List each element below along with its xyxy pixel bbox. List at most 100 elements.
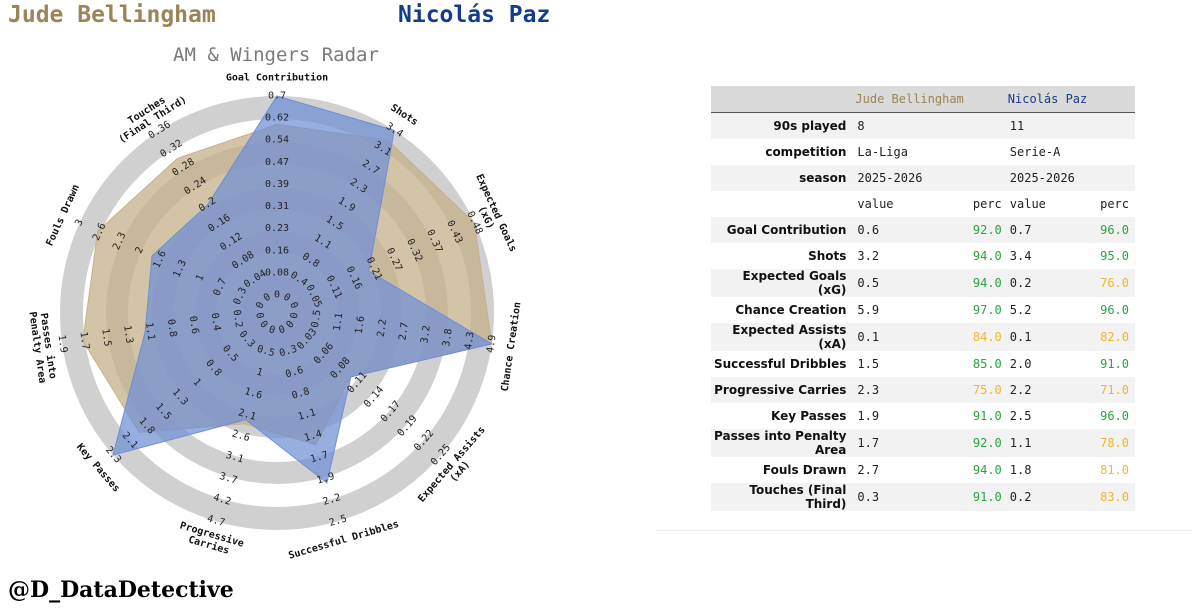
radar-tick-label: 0.62 (265, 113, 289, 124)
player1-percentile: 94.0 (938, 243, 1008, 269)
player2-percentile: 96.0 (1089, 403, 1135, 429)
radar-tick-label: 0.4 (209, 312, 222, 331)
stat-row: Fouls Drawn 2.7 94.0 1.8 81.0 (711, 457, 1135, 483)
stat-row: Expected Assists (xA) 0.1 84.0 0.1 82.0 (711, 323, 1135, 351)
player2-info: 11 (1007, 112, 1135, 139)
player1-value: 1.7 (855, 429, 939, 457)
player2-value: 0.2 (1007, 269, 1090, 297)
player1-percentile: 97.0 (938, 297, 1008, 323)
player1-value: 5.9 (855, 297, 939, 323)
radar-tick-label: 4.2 (212, 492, 232, 508)
radar-tick-label: 0 (284, 319, 296, 331)
radar-tick-label: 0.6 (284, 365, 304, 381)
table-body: 90s played 8 11 competition La-Liga Serie-A se… (711, 112, 1135, 511)
radar-series-2 (112, 95, 494, 484)
radar-tick-label: 0 (262, 292, 273, 305)
radar-tick-label: 0.31 (265, 201, 289, 212)
stat-label: Key Passes (711, 403, 856, 429)
stat-label: Expected Assists (xA) (711, 323, 856, 351)
player1-value: 3.2 (855, 243, 939, 269)
radar-tick-label: 1.5 (99, 328, 112, 347)
row-label: competition (711, 139, 856, 165)
radar-tick-label: 1.7 (77, 331, 90, 350)
player2-value: 5.2 (1007, 297, 1090, 323)
row-label: 90s played (711, 112, 856, 139)
player1-value: 0.1 (855, 323, 939, 351)
radar-tick-label: 2.7 (397, 322, 410, 341)
radar-tick-label: 0 (289, 312, 301, 320)
footer-credit: @D_DataDetective (8, 577, 234, 603)
stat-row: Shots 3.2 94.0 3.4 95.0 (711, 243, 1135, 269)
player2-percentile: 83.0 (1089, 483, 1135, 511)
player1-percentile: 91.0 (938, 483, 1008, 511)
radar-tick-label: 2.6 (231, 428, 251, 444)
stat-row: Key Passes 1.9 91.0 2.5 96.0 (711, 403, 1135, 429)
stat-label: Successful Dribbles (711, 351, 856, 377)
player1-info: La-Liga (855, 139, 1008, 165)
player2-name: Nicolás Paz (398, 2, 551, 28)
subheader-row: value perc value perc (711, 191, 1135, 217)
radar-tick-label: 1 (255, 367, 264, 379)
player2-info: 2025-2026 (1007, 165, 1135, 191)
radar-title: AM & Wingers Radar (173, 44, 379, 66)
player1-percentile: 94.0 (938, 457, 1008, 483)
player2-value: 2.0 (1007, 351, 1090, 377)
table-header-empty (711, 86, 856, 113)
player2-percentile: 78.0 (1089, 429, 1135, 457)
subheader-value-1: value (855, 191, 939, 217)
radar-tick-label: 3.1 (224, 450, 244, 466)
info-row: season 2025-2026 2025-2026 (711, 165, 1135, 191)
stat-label: Shots (711, 243, 856, 269)
radar-tick-label: 3.2 (419, 325, 432, 344)
radar-tick-label: 0 (267, 324, 276, 336)
radar-tick-label: 2.2 (322, 492, 342, 508)
table-header-player2: Nicolás Paz (1007, 86, 1135, 113)
player2-percentile: 76.0 (1089, 269, 1135, 297)
radar-chart: 00.080.160.230.310.390.470.540.620.700.4… (26, 72, 523, 562)
player2-percentile: 81.0 (1089, 457, 1135, 483)
player2-value: 2.2 (1007, 377, 1090, 403)
radar-tick-label: 0 (257, 319, 269, 331)
radar-tick-label: 0 (287, 300, 300, 310)
radar-tick-label: 1.3 (121, 325, 134, 344)
radar-tick-label: 4.7 (206, 513, 226, 529)
player1-value: 1.5 (855, 351, 939, 377)
radar-tick-label: 0.7 (268, 91, 286, 102)
radar-tick-label: 1.1 (297, 407, 317, 423)
player1-name: Jude Bellingham (8, 2, 216, 28)
radar-tick-label: 0.2 (231, 309, 244, 328)
player1-percentile: 75.0 (938, 377, 1008, 403)
subheader-empty (711, 191, 856, 217)
stat-label: Fouls Drawn (711, 457, 856, 483)
stat-row: Expected Goals (xG) 0.5 94.0 0.2 76.0 (711, 269, 1135, 297)
radar-tick-label: 0.8 (165, 318, 178, 337)
player1-info: 2025-2026 (855, 165, 1008, 191)
table-header-row: Jude Bellingham Nicolás Paz (711, 86, 1135, 113)
player1-percentile: 92.0 (938, 217, 1008, 243)
radar-tick-label: 0.16 (265, 245, 289, 256)
player2-percentile: 96.0 (1089, 217, 1135, 243)
stat-row: Passes into Penalty Area 1.7 92.0 1.1 78.0 (711, 429, 1135, 457)
radar-tick-label: 3 (73, 218, 86, 228)
player2-percentile: 71.0 (1089, 377, 1135, 403)
radar-tick-label: 1 (190, 377, 202, 389)
player1-percentile: 84.0 (938, 323, 1008, 351)
radar-tick-label: 0.08 (265, 267, 289, 278)
player1-percentile: 85.0 (938, 351, 1008, 377)
player2-value: 0.7 (1007, 217, 1090, 243)
stat-row: Goal Contribution 0.6 92.0 0.7 96.0 (711, 217, 1135, 243)
radar-tick-label: 0.8 (291, 386, 311, 402)
player1-value: 0.5 (855, 269, 939, 297)
info-row: 90s played 8 11 (711, 112, 1135, 139)
subheader-value-2: value (1007, 191, 1090, 217)
player2-percentile: 82.0 (1089, 323, 1135, 351)
player1-value: 0.6 (855, 217, 939, 243)
player1-info: 8 (855, 112, 1008, 139)
player2-percentile: 96.0 (1089, 297, 1135, 323)
stat-row: Chance Creation 5.9 97.0 5.2 96.0 (711, 297, 1135, 323)
radar-tick-label: 1.1 (332, 312, 345, 331)
radar-tick-label: 0 (253, 312, 265, 320)
radar-tick-label: 0 (254, 300, 267, 310)
radar-tick-label: 4.9 (485, 334, 498, 353)
comparison-table: Jude Bellingham Nicolás Paz 90s played 8 1… (711, 86, 1135, 511)
